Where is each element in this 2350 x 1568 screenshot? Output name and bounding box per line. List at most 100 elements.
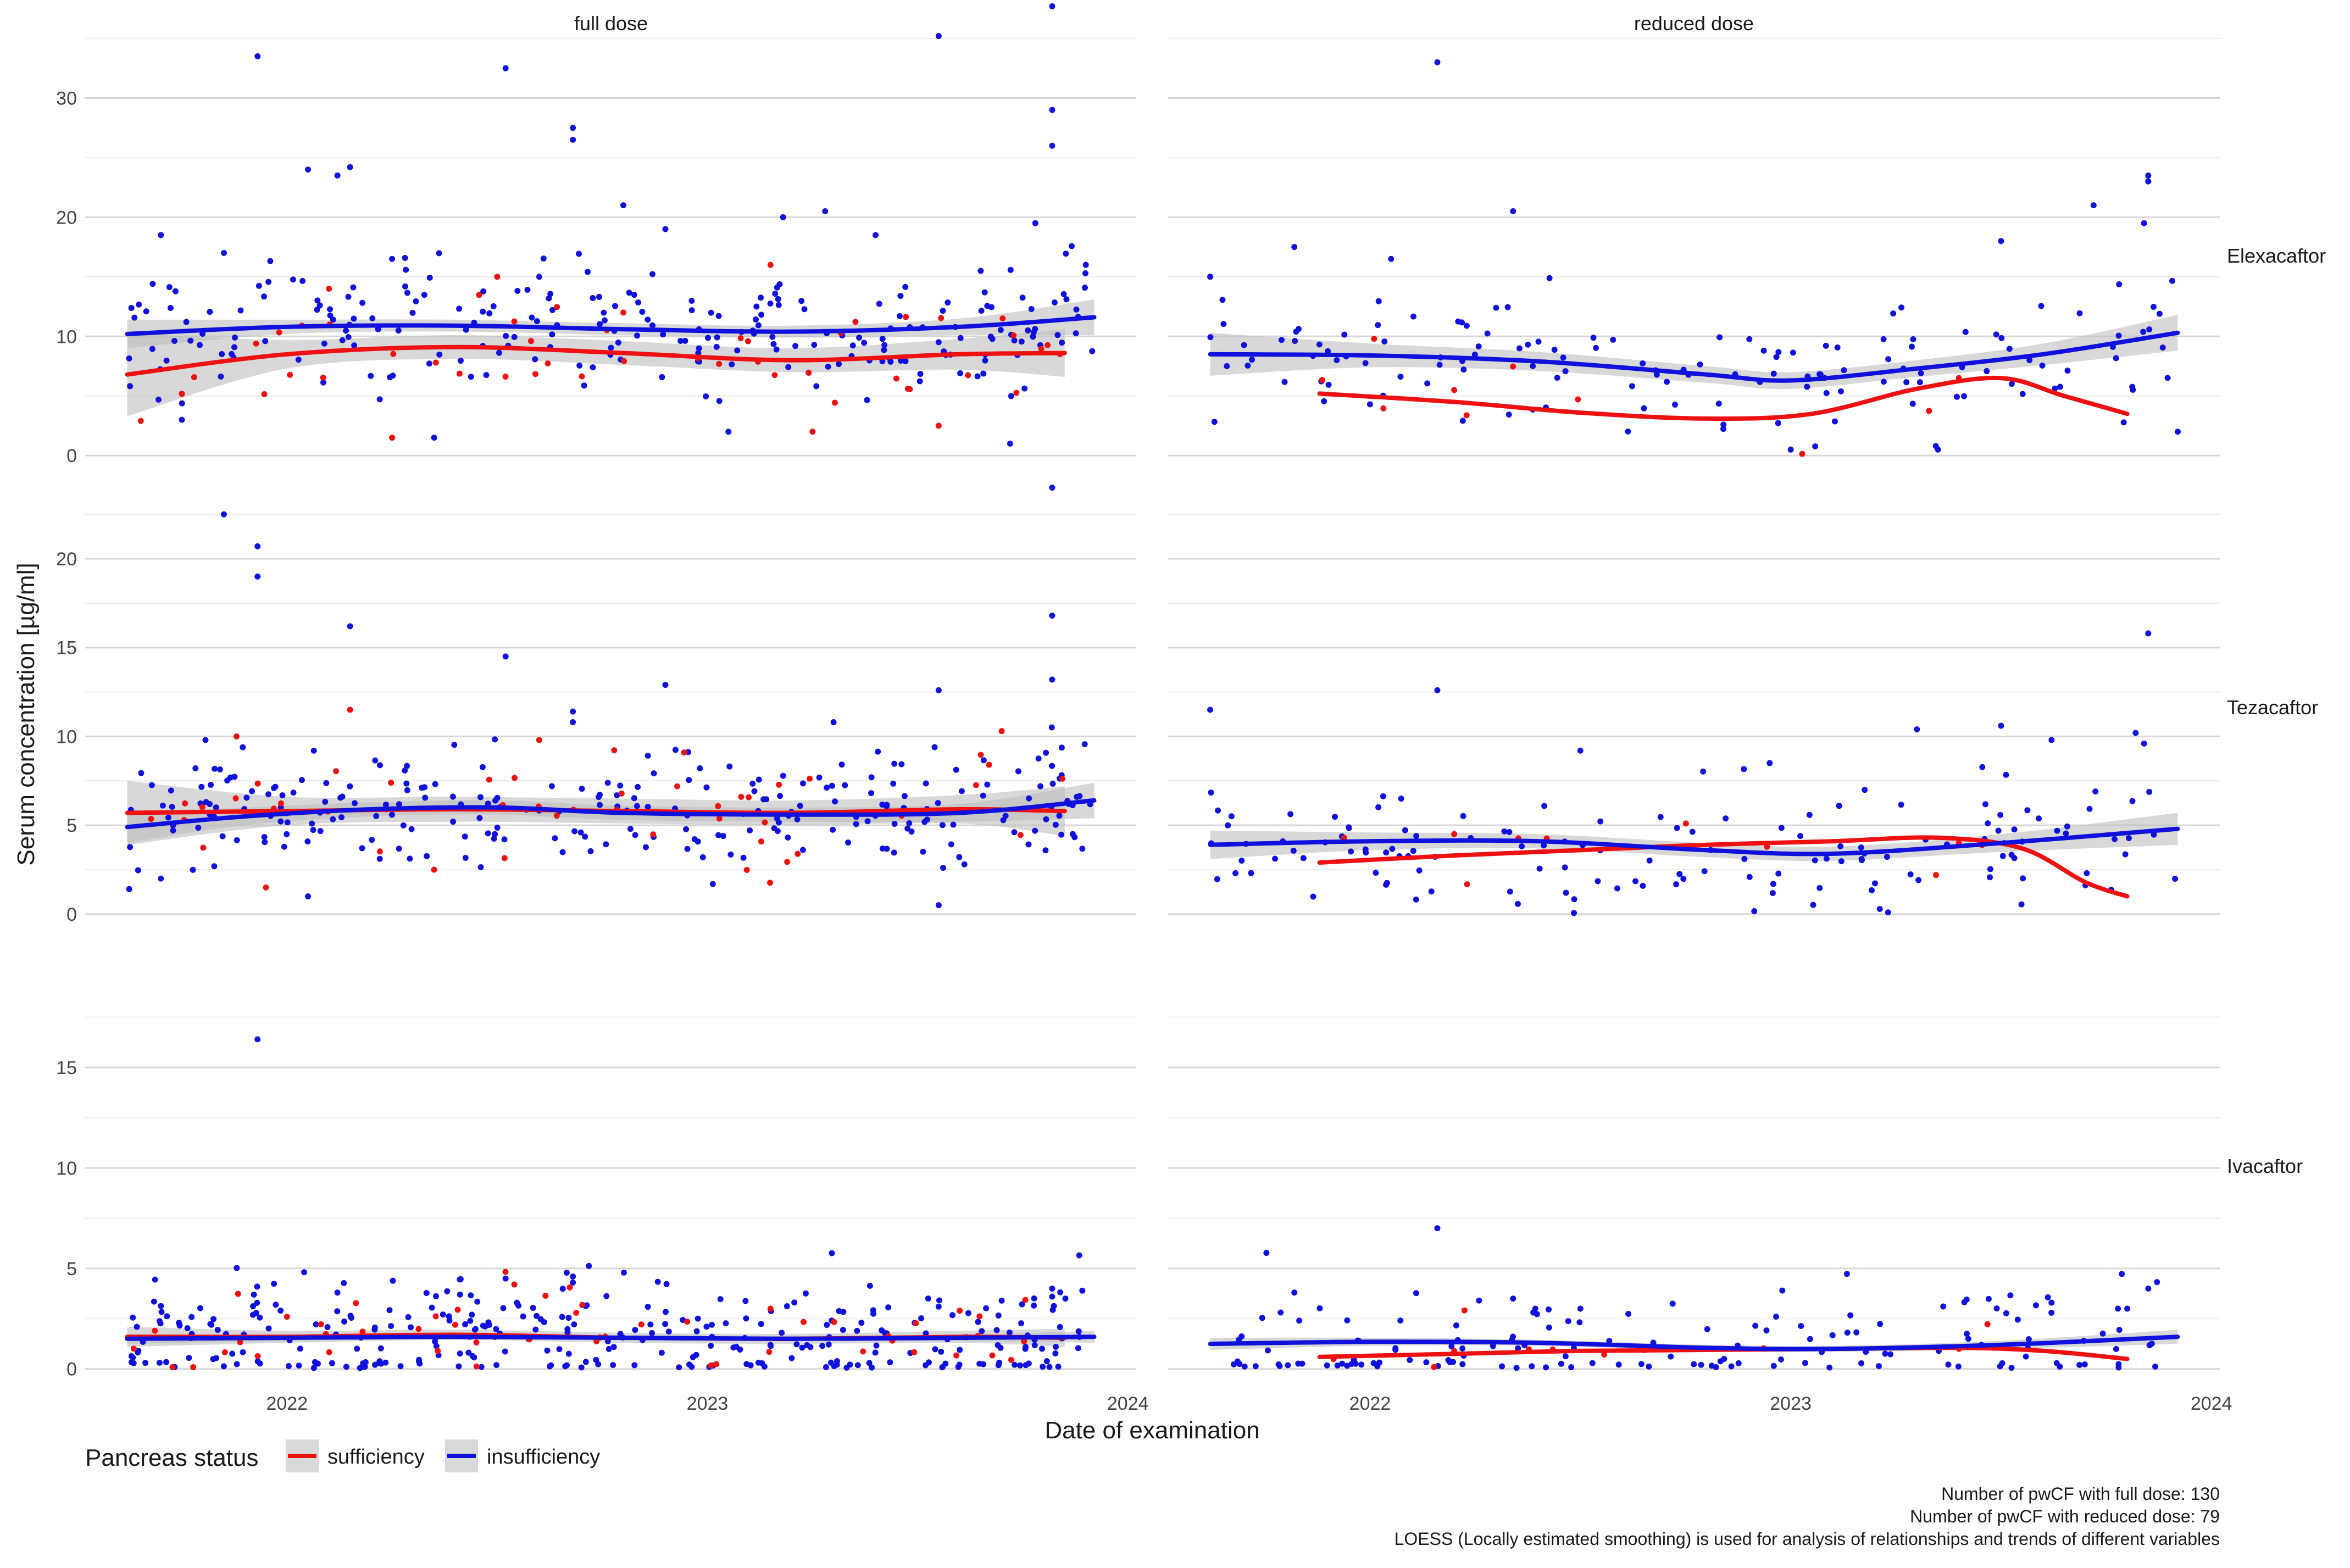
data-point-elexacaftor-full-dose-insufficiency <box>769 333 776 340</box>
data-point-elexacaftor-full-dose-insufficiency <box>305 166 312 173</box>
data-point-ivacaftor-full-dose-insufficiency <box>632 1327 638 1333</box>
data-point-elexacaftor-full-dose-insufficiency <box>917 370 924 377</box>
data-point-ivacaftor-full-dose-insufficiency <box>142 1360 149 1366</box>
data-point-ivacaftor-reduced-dose-insufficiency <box>1669 1300 1676 1307</box>
data-point-elexacaftor-full-dose-insufficiency <box>1049 3 1055 9</box>
data-point-ivacaftor-full-dose-insufficiency <box>1062 1295 1069 1302</box>
data-point-tezacaftor-full-dose-insufficiency <box>240 744 246 750</box>
data-point-tezacaftor-reduced-dose-insufficiency <box>1413 833 1420 839</box>
data-point-ivacaftor-reduced-dose-insufficiency <box>2025 1336 2032 1342</box>
data-point-tezacaftor-full-dose-insufficiency <box>830 719 837 726</box>
data-point-tezacaftor-full-dose-insufficiency <box>829 782 835 789</box>
data-point-ivacaftor-full-dose-insufficiency <box>603 1293 610 1299</box>
data-point-ivacaftor-reduced-dose-insufficiency <box>1234 1358 1241 1365</box>
x-tick-label: 2023 <box>1770 1393 1812 1414</box>
data-point-tezacaftor-full-dose-insufficiency <box>234 837 240 843</box>
data-point-tezacaftor-full-dose-sufficiency <box>333 768 340 775</box>
data-point-elexacaftor-full-dose-insufficiency <box>703 393 709 400</box>
data-point-tezacaftor-reduced-dose-insufficiency <box>1346 824 1352 831</box>
data-point-elexacaftor-full-dose-insufficiency <box>149 281 156 287</box>
data-point-elexacaftor-full-dose-sufficiency <box>716 360 723 367</box>
data-point-tezacaftor-full-dose-insufficiency <box>249 788 255 794</box>
data-point-elexacaftor-full-dose-sufficiency <box>965 372 971 379</box>
data-point-elexacaftor-reduced-dose-insufficiency <box>1321 398 1327 404</box>
data-point-elexacaftor-full-dose-insufficiency <box>1049 107 1055 113</box>
data-point-ivacaftor-full-dose-sufficiency <box>359 1328 366 1335</box>
data-point-ivacaftor-reduced-dose-insufficiency <box>2053 1360 2060 1366</box>
data-point-ivacaftor-full-dose-insufficiency <box>559 1286 566 1292</box>
data-point-ivacaftor-reduced-dose-insufficiency <box>2076 1361 2083 1368</box>
caption-loess-note: LOESS (Locally estimated smoothing) is u… <box>1395 1529 2220 1549</box>
data-point-ivacaftor-reduced-dose-insufficiency <box>2007 1292 2014 1299</box>
data-point-elexacaftor-reduced-dose-insufficiency <box>1885 356 1892 363</box>
data-point-elexacaftor-full-dose-insufficiency <box>197 342 203 348</box>
data-point-tezacaftor-full-dose-insufficiency <box>396 846 402 852</box>
data-point-tezacaftor-full-dose-insufficiency <box>548 783 555 789</box>
data-point-tezacaftor-reduced-dose-insufficiency <box>1410 848 1416 854</box>
data-point-tezacaftor-full-dose-insufficiency <box>901 793 908 799</box>
data-point-ivacaftor-full-dose-insufficiency <box>151 1298 157 1305</box>
data-point-elexacaftor-full-dose-insufficiency <box>128 304 135 311</box>
data-point-tezacaftor-full-dose-insufficiency <box>279 792 286 799</box>
data-point-ivacaftor-full-dose-insufficiency <box>462 1321 469 1327</box>
data-point-tezacaftor-reduced-dose-insufficiency <box>1398 796 1404 802</box>
data-point-ivacaftor-reduced-dose-insufficiency <box>1448 1343 1455 1349</box>
data-point-tezacaftor-reduced-dose-insufficiency <box>1595 878 1601 885</box>
data-point-tezacaftor-full-dose-sufficiency <box>233 733 240 739</box>
data-point-ivacaftor-full-dose-insufficiency <box>469 1311 475 1318</box>
y-tick-label: 5 <box>66 1259 77 1280</box>
data-point-elexacaftor-full-dose-insufficiency <box>601 317 608 324</box>
data-point-ivacaftor-full-dose-insufficiency <box>695 1315 701 1322</box>
data-point-tezacaftor-full-dose-insufficiency <box>950 821 957 828</box>
data-point-tezacaftor-full-dose-insufficiency <box>212 765 218 772</box>
data-point-elexacaftor-reduced-dose-insufficiency <box>1245 362 1251 369</box>
data-point-elexacaftor-full-dose-insufficiency <box>725 429 732 435</box>
data-point-tezacaftor-reduced-dose-insufficiency <box>1646 857 1653 864</box>
data-point-elexacaftor-full-dose-insufficiency <box>773 346 780 353</box>
data-point-elexacaftor-full-dose-insufficiency <box>590 364 596 371</box>
data-point-tezacaftor-reduced-dose-insufficiency <box>1238 857 1245 864</box>
data-point-elexacaftor-reduced-dose-insufficiency <box>2151 304 2157 310</box>
x-tick-label: 2023 <box>687 1393 729 1414</box>
data-point-ivacaftor-full-dose-insufficiency <box>544 1347 551 1354</box>
data-point-tezacaftor-full-dose-insufficiency <box>1025 841 1032 848</box>
data-point-elexacaftor-full-dose-insufficiency <box>327 312 334 319</box>
data-point-tezacaftor-full-dose-insufficiency <box>479 764 486 770</box>
data-point-ivacaftor-full-dose-sufficiency <box>284 1314 290 1320</box>
data-point-elexacaftor-full-dose-insufficiency <box>534 318 540 325</box>
data-point-elexacaftor-reduced-dose-insufficiency <box>1697 361 1703 368</box>
data-point-tezacaftor-full-dose-insufficiency <box>794 816 801 822</box>
data-point-tezacaftor-full-dose-sufficiency <box>254 780 261 787</box>
data-point-ivacaftor-full-dose-insufficiency <box>1025 1360 1032 1367</box>
data-point-tezacaftor-full-dose-insufficiency <box>424 853 430 859</box>
data-point-ivacaftor-full-dose-insufficiency <box>444 1288 451 1294</box>
data-point-tezacaftor-full-dose-insufficiency <box>577 829 584 836</box>
data-point-tezacaftor-full-dose-insufficiency <box>603 841 609 848</box>
data-point-elexacaftor-reduced-dose-insufficiency <box>1341 331 1348 338</box>
data-point-tezacaftor-reduced-dose-insufficiency <box>1657 814 1664 820</box>
data-point-elexacaftor-reduced-dose-insufficiency <box>2164 375 2171 381</box>
data-point-tezacaftor-reduced-dose-insufficiency <box>1519 843 1525 849</box>
data-point-tezacaftor-full-dose-insufficiency <box>254 543 261 549</box>
data-point-tezacaftor-reduced-dose-insufficiency <box>1871 880 1878 887</box>
data-point-elexacaftor-full-dose-insufficiency <box>261 293 268 300</box>
data-point-elexacaftor-full-dose-sufficiency <box>1013 390 1020 396</box>
data-point-ivacaftor-full-dose-insufficiency <box>571 1321 577 1328</box>
data-point-ivacaftor-full-dose-insufficiency <box>1046 1364 1053 1370</box>
data-point-tezacaftor-full-dose-sufficiency <box>998 728 1005 735</box>
data-point-ivacaftor-full-dose-sufficiency <box>511 1281 518 1288</box>
data-point-elexacaftor-full-dose-insufficiency <box>631 292 637 298</box>
data-point-ivacaftor-full-dose-insufficiency <box>693 1328 700 1335</box>
data-point-ivacaftor-full-dose-insufficiency <box>1052 1350 1059 1357</box>
data-point-tezacaftor-full-dose-insufficiency <box>373 813 380 819</box>
data-point-elexacaftor-full-dose-insufficiency <box>615 340 621 346</box>
data-point-ivacaftor-full-dose-insufficiency <box>388 1323 395 1330</box>
data-point-ivacaftor-reduced-dose-insufficiency <box>2115 1361 2122 1367</box>
data-point-tezacaftor-full-dose-insufficiency <box>635 783 641 790</box>
data-point-ivacaftor-full-dose-insufficiency <box>234 1361 240 1367</box>
data-point-tezacaftor-reduced-dose-insufficiency <box>1571 910 1577 916</box>
legend-title: Pancreas status <box>85 1444 259 1471</box>
data-point-elexacaftor-full-dose-insufficiency <box>267 258 274 264</box>
data-point-tezacaftor-reduced-dose-insufficiency <box>1614 885 1620 892</box>
data-point-tezacaftor-full-dose-insufficiency <box>935 902 942 909</box>
